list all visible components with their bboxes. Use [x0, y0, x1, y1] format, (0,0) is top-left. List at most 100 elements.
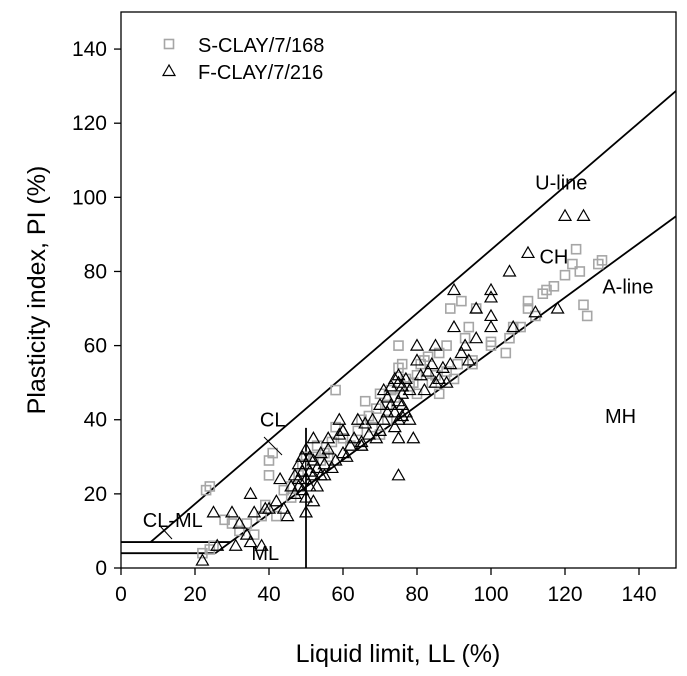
f-clay-point — [409, 338, 425, 351]
f-clay-point — [402, 382, 417, 396]
f-clay-point — [483, 308, 499, 322]
f-clay-point — [384, 379, 399, 392]
s-clay-point — [263, 470, 275, 481]
legend-triangle-icon — [161, 63, 177, 77]
f-clay-point — [239, 527, 254, 540]
s-clay-point — [326, 436, 338, 448]
f-clay-point — [335, 423, 351, 436]
f-clay-point — [298, 457, 314, 470]
f-clay-point — [328, 453, 343, 466]
y-tick-label: 20 — [84, 483, 107, 506]
label-mh: MH — [605, 406, 636, 428]
x-tick-label: 0 — [115, 583, 127, 606]
s-clay-point — [596, 255, 608, 266]
f-clay-point — [387, 419, 402, 433]
s-clay-point — [311, 440, 323, 451]
legend: S-CLAY/7/168 F-CLAY/7/216 — [161, 35, 324, 84]
f-clay-point — [435, 360, 450, 373]
f-clay-point — [332, 427, 347, 440]
f-clay-point — [295, 482, 310, 496]
x-axis-title: Liquid limit, LL (%) — [296, 640, 501, 668]
f-clay-point — [576, 208, 591, 221]
f-clay-point — [421, 364, 436, 377]
label-cl: CL — [260, 410, 286, 432]
f-clay-point — [372, 423, 388, 436]
s-clay-point — [567, 258, 578, 270]
f-clay-point — [406, 431, 421, 444]
f-clay-point — [461, 353, 476, 366]
s-clay-point — [441, 340, 452, 351]
legend-square-icon — [163, 38, 175, 50]
f-clay-point — [354, 434, 369, 448]
y-tick-label: 60 — [84, 335, 107, 358]
f-clay-point — [295, 449, 310, 462]
f-clay-point — [528, 305, 543, 318]
f-clay-point — [506, 319, 521, 333]
s-clay-point — [359, 395, 371, 407]
f-clay-point — [298, 490, 314, 503]
s-clay-point — [578, 299, 589, 311]
f-clay-point — [417, 382, 432, 396]
f-clay-point — [321, 431, 336, 444]
y-axis-title: Plasticity index, PI (%) — [23, 166, 51, 415]
x-tick-label: 20 — [183, 583, 206, 606]
s-clay-point — [456, 295, 467, 307]
f-clay-point — [280, 508, 295, 522]
f-clay-point — [261, 501, 277, 514]
f-clay-point — [358, 416, 373, 429]
s-clay-point — [393, 340, 404, 351]
s-clay-point — [411, 388, 423, 400]
s-clay-point — [352, 425, 364, 437]
s-clay-point — [559, 269, 571, 281]
f-clay-point — [298, 505, 314, 518]
f-clay-point — [210, 538, 225, 551]
f-clay-point — [483, 282, 499, 296]
x-tick-label: 140 — [621, 583, 656, 606]
f-clay-point — [384, 397, 399, 411]
s-clay-point — [256, 510, 267, 522]
s-clay-point — [467, 358, 478, 370]
s-clay-point — [271, 510, 282, 522]
f-clay-point — [298, 471, 314, 485]
f-clay-point — [439, 375, 454, 388]
s-clay-point — [396, 358, 408, 370]
f-clay-point — [502, 264, 517, 277]
f-clay-point — [324, 460, 339, 474]
f-clay-point — [391, 431, 406, 444]
f-clay-point — [339, 449, 354, 462]
f-clay-point — [291, 471, 306, 485]
f-clay-point — [428, 375, 443, 388]
f-clay-point — [310, 479, 325, 492]
x-tick-label: 40 — [257, 583, 280, 606]
legend-label: S-CLAY/7/168 — [198, 35, 324, 57]
f-clay-point — [321, 442, 336, 455]
f-clay-point — [395, 386, 410, 399]
f-clay-point — [306, 468, 321, 481]
f-clay-point — [458, 338, 473, 351]
s-clay-point — [422, 351, 434, 363]
f-clay-point — [298, 442, 314, 455]
f-clay-point — [376, 412, 391, 425]
f-clay-point — [232, 516, 247, 529]
f-clay-point — [343, 438, 358, 451]
y-tick-label: 80 — [84, 260, 107, 283]
f-clay-point — [520, 245, 536, 259]
label-u-line: U-line — [535, 173, 587, 195]
f-clay-point — [365, 412, 380, 425]
f-clay-point — [347, 431, 362, 444]
f-clay-point — [287, 486, 302, 499]
f-clay-point — [409, 353, 425, 366]
cl-leader-line — [263, 436, 283, 456]
s-clay-point — [234, 525, 245, 537]
x-tick-label: 60 — [331, 583, 354, 606]
s-clay-point — [452, 358, 464, 370]
s-clay-point — [548, 280, 560, 292]
x-tick-label: 100 — [473, 583, 508, 606]
f-clay-point — [243, 534, 258, 548]
s-clay-point — [522, 303, 534, 314]
a-line — [214, 215, 676, 554]
f-clay-point — [446, 319, 462, 333]
f-clay-point — [243, 486, 258, 499]
s-clay-point — [500, 347, 512, 359]
